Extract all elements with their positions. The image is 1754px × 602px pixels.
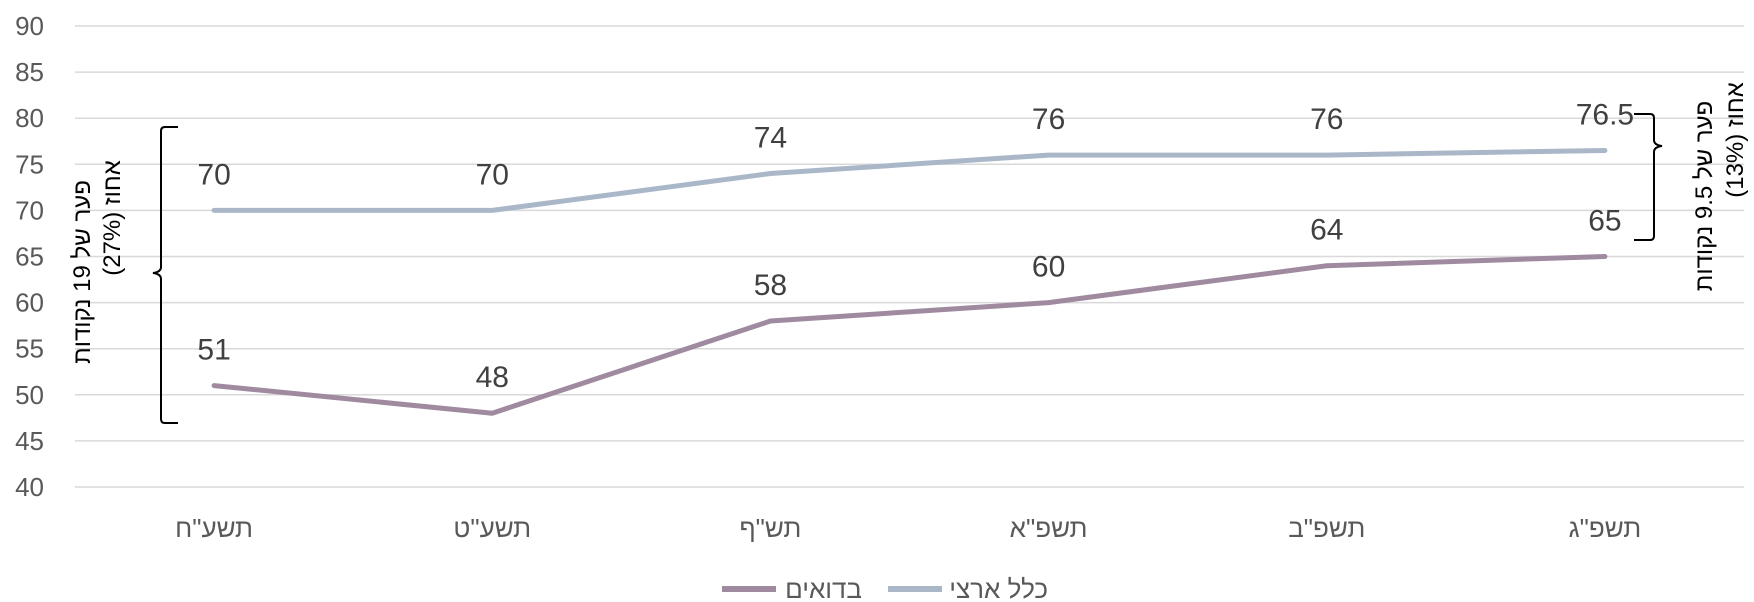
y-tick-label: 80: [15, 103, 44, 133]
data-label: 48: [476, 361, 509, 394]
legend-label-bedouin: בדואים: [785, 574, 862, 602]
left-bracket: [152, 126, 178, 424]
data-label: 70: [476, 158, 509, 191]
y-tick-label: 40: [15, 472, 44, 502]
right-annotation-line1: פער של 9.5 נקודות: [1691, 101, 1718, 291]
data-label: 76: [1032, 103, 1065, 136]
y-tick-label: 85: [15, 57, 44, 87]
right-bracket: [1634, 113, 1663, 241]
x-tick-label: תשפ"ג: [1569, 513, 1642, 543]
data-labels: 51 48 58 60 64 65 70 70 74 76 76 76.5: [197, 98, 1634, 394]
data-label: 65: [1588, 205, 1621, 238]
data-label: 74: [754, 122, 787, 155]
left-gap-annotation: פער של 19 נקודות אחוז (27%): [69, 126, 178, 424]
y-tick-label: 65: [15, 242, 44, 272]
left-annotation-line2: אחוז (27%): [99, 160, 126, 276]
x-tick-label: תשע"ט: [453, 513, 531, 543]
data-label: 64: [1310, 214, 1343, 247]
right-gap-annotation: פער של 9.5 נקודות אחוז (13%): [1634, 82, 1749, 291]
y-tick-label: 70: [15, 195, 44, 225]
x-tick-label: תשע"ח: [175, 513, 253, 543]
legend: בדואים כלל ארצי: [722, 574, 1048, 602]
data-label: 76: [1310, 103, 1343, 136]
data-label: 60: [1032, 251, 1065, 284]
gridlines: [75, 25, 1744, 488]
y-tick-label: 45: [15, 426, 44, 456]
y-axis-ticks: 40 45 50 55 60 65 70 75 80 85 90: [15, 11, 44, 502]
series-line-1: [211, 147, 1608, 213]
data-label: 58: [754, 269, 787, 302]
data-label: 76.5: [1576, 98, 1634, 131]
series-lines: [211, 147, 1608, 416]
data-label: 51: [197, 334, 230, 367]
legend-label-national: כלל ארצי: [949, 574, 1048, 602]
y-tick-label: 50: [15, 380, 44, 410]
series-line-0: [211, 254, 1608, 416]
right-annotation-line2: אחוז (13%): [1722, 82, 1749, 198]
x-tick-label: תשפ"א: [1010, 513, 1088, 543]
x-tick-label: תש"ף: [739, 513, 801, 543]
y-tick-label: 90: [15, 11, 44, 41]
data-label: 70: [197, 158, 230, 191]
left-annotation-line1: פער של 19 נקודות: [69, 180, 96, 364]
y-tick-label: 55: [15, 334, 44, 364]
x-tick-label: תשפ"ב: [1288, 513, 1365, 543]
x-axis-ticks: תשע"ח תשע"ט תש"ף תשפ"א תשפ"ב תשפ"ג: [175, 513, 1641, 543]
y-tick-label: 60: [15, 288, 44, 318]
y-tick-label: 75: [15, 149, 44, 179]
